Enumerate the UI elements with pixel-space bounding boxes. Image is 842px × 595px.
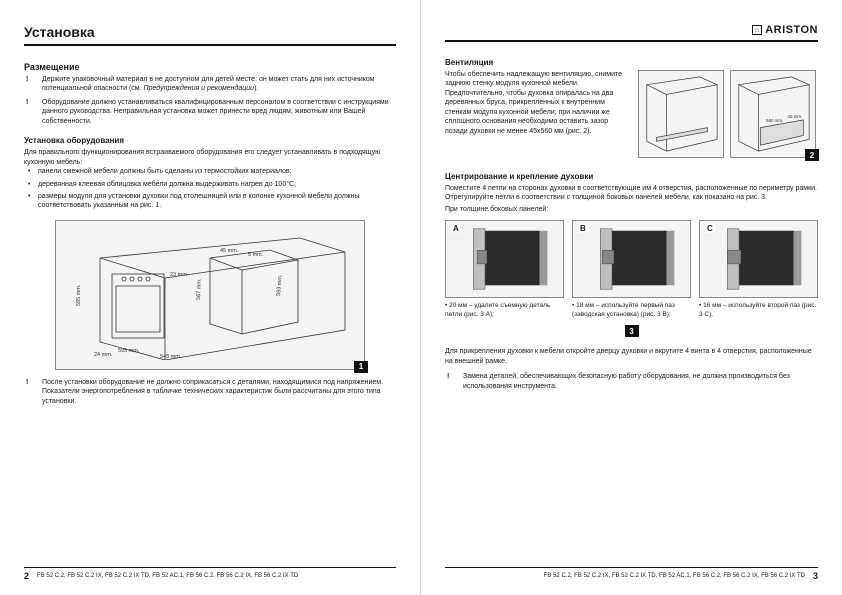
hinge-diagram-c: [700, 221, 817, 297]
install-intro: Для правильного функционирования встраив…: [24, 148, 396, 167]
heading-install: Установка оборудования: [24, 136, 396, 145]
centering-text: Поместите 4 петли на сторонах духовки в …: [445, 184, 818, 203]
caption-b: 18 мм – используйте первый паз (заводска…: [572, 302, 691, 319]
warning-list-3: Замена деталей, обеспечивающих безопасну…: [445, 372, 818, 395]
svg-text:23 mm.: 23 mm.: [170, 272, 189, 278]
page-spread: Установка Размещение Держите упаковочный…: [0, 0, 842, 595]
warning-item: Замена деталей, обеспечивающих безопасну…: [459, 372, 818, 391]
warning-list-1: Держите упаковочный материал в не доступ…: [24, 75, 396, 130]
model-list: FB 52 C.2, FB 52 C.2 IX, FB 52 C.2 IX TD…: [37, 573, 298, 579]
panel-label-c: C: [705, 224, 715, 233]
svg-text:5 mm.: 5 mm.: [248, 252, 264, 258]
heading-ventilation: Вентиляция: [445, 58, 818, 67]
cabinet-diagram-a: [639, 71, 723, 157]
caption-a: 20 мм – удалите съемную деталь петли (ри…: [445, 302, 564, 319]
heading-placement: Размещение: [24, 62, 396, 72]
cabinet-diagram-b: 560 mm. 45 mm.: [731, 71, 815, 157]
svg-text:560 mm.: 560 mm.: [766, 118, 783, 123]
house-icon: ⌂: [752, 25, 762, 35]
hinge-diagram-b: [573, 221, 690, 297]
figure-3b: B 18 мм – используйте первый паз (заводс…: [572, 220, 691, 319]
page-footer: 2 FB 52 C.2, FB 52 C.2 IX, FB 52 C.2 IX …: [24, 567, 396, 581]
svg-text:567 mm.: 567 mm.: [196, 278, 203, 300]
figure-label-1: 1: [354, 361, 368, 373]
svg-text:545 mm.: 545 mm.: [160, 354, 182, 360]
figure-3a: A 20 мм – удалите съемную деталь петли (…: [445, 220, 564, 319]
page-header: ⌂ ARISTON: [445, 24, 818, 42]
svg-text:593 mm.: 593 mm.: [276, 274, 284, 296]
figure-3-row: A 20 мм – удалите съемную деталь петли (…: [445, 220, 818, 319]
figure-label-2: 2: [805, 149, 819, 161]
figure-label-3: 3: [625, 325, 639, 337]
svg-text:24 mm.: 24 mm.: [94, 352, 113, 358]
page-title: Установка: [24, 24, 95, 40]
warning-item: Оборудование должно устанавливаться квал…: [38, 98, 396, 126]
svg-text:595 mm.: 595 mm.: [118, 348, 140, 354]
centering-sub: При толщине боковых панелей:: [445, 205, 818, 214]
svg-text:45 mm.: 45 mm.: [788, 114, 803, 119]
svg-text:595 mm.: 595 mm.: [76, 284, 82, 306]
figure-1: 595 mm. 595 mm. 545 mm. 24 mm. 45 mm. 56…: [55, 220, 365, 370]
heading-centering: Центрирование и крепление духовки: [445, 172, 818, 181]
ventilation-row: Чтобы обеспечить надлежащую вентиляцию, …: [445, 70, 818, 162]
list-item: панели смежной мебели должны быть сделан…: [38, 167, 396, 176]
install-bullets: панели смежной мебели должны быть сделан…: [24, 167, 396, 214]
brand-logo: ⌂ ARISTON: [752, 24, 818, 36]
list-item: размеры модуля для установки духовки под…: [38, 192, 396, 211]
panel-label-b: B: [578, 224, 588, 233]
model-list: FB 52 C.2, FB 52 C.2 IX, FB 52 C.2 IX TD…: [544, 573, 805, 579]
attach-text: Для прикрепления духовки к мебели открой…: [445, 347, 818, 366]
figure-3c: C 16 мм – используйте второй паз (рис. 3…: [699, 220, 818, 319]
page-left: Установка Размещение Держите упаковочный…: [0, 0, 421, 595]
page-number: 2: [24, 571, 29, 581]
page-right: ⌂ ARISTON Вентиляция Чтобы обеспечить на…: [421, 0, 842, 595]
oven-diagram: 595 mm. 595 mm. 545 mm. 24 mm. 45 mm. 56…: [70, 230, 350, 360]
list-item: деревянная клеевая облицовка мебели долж…: [38, 180, 396, 189]
page-number: 3: [813, 571, 818, 581]
page-footer: 3 FB 52 C.2, FB 52 C.2 IX, FB 52 C.2 IX …: [445, 567, 818, 581]
panel-label-a: A: [451, 224, 461, 233]
page-header: Установка: [24, 24, 396, 46]
svg-text:45 mm.: 45 mm.: [220, 248, 239, 254]
warning-list-2: После установки оборудование не должно с…: [24, 378, 396, 410]
hinge-diagram-a: [446, 221, 563, 297]
ventilation-text: Чтобы обеспечить надлежащую вентиляцию, …: [445, 70, 630, 136]
warning-item: Держите упаковочный материал в не доступ…: [38, 75, 396, 94]
warning-item: После установки оборудование не должно с…: [38, 378, 396, 406]
caption-c: 16 мм – используйте второй паз (рис. 3 C…: [699, 302, 818, 319]
figure-2: 560 mm. 45 mm. 2: [638, 70, 818, 162]
